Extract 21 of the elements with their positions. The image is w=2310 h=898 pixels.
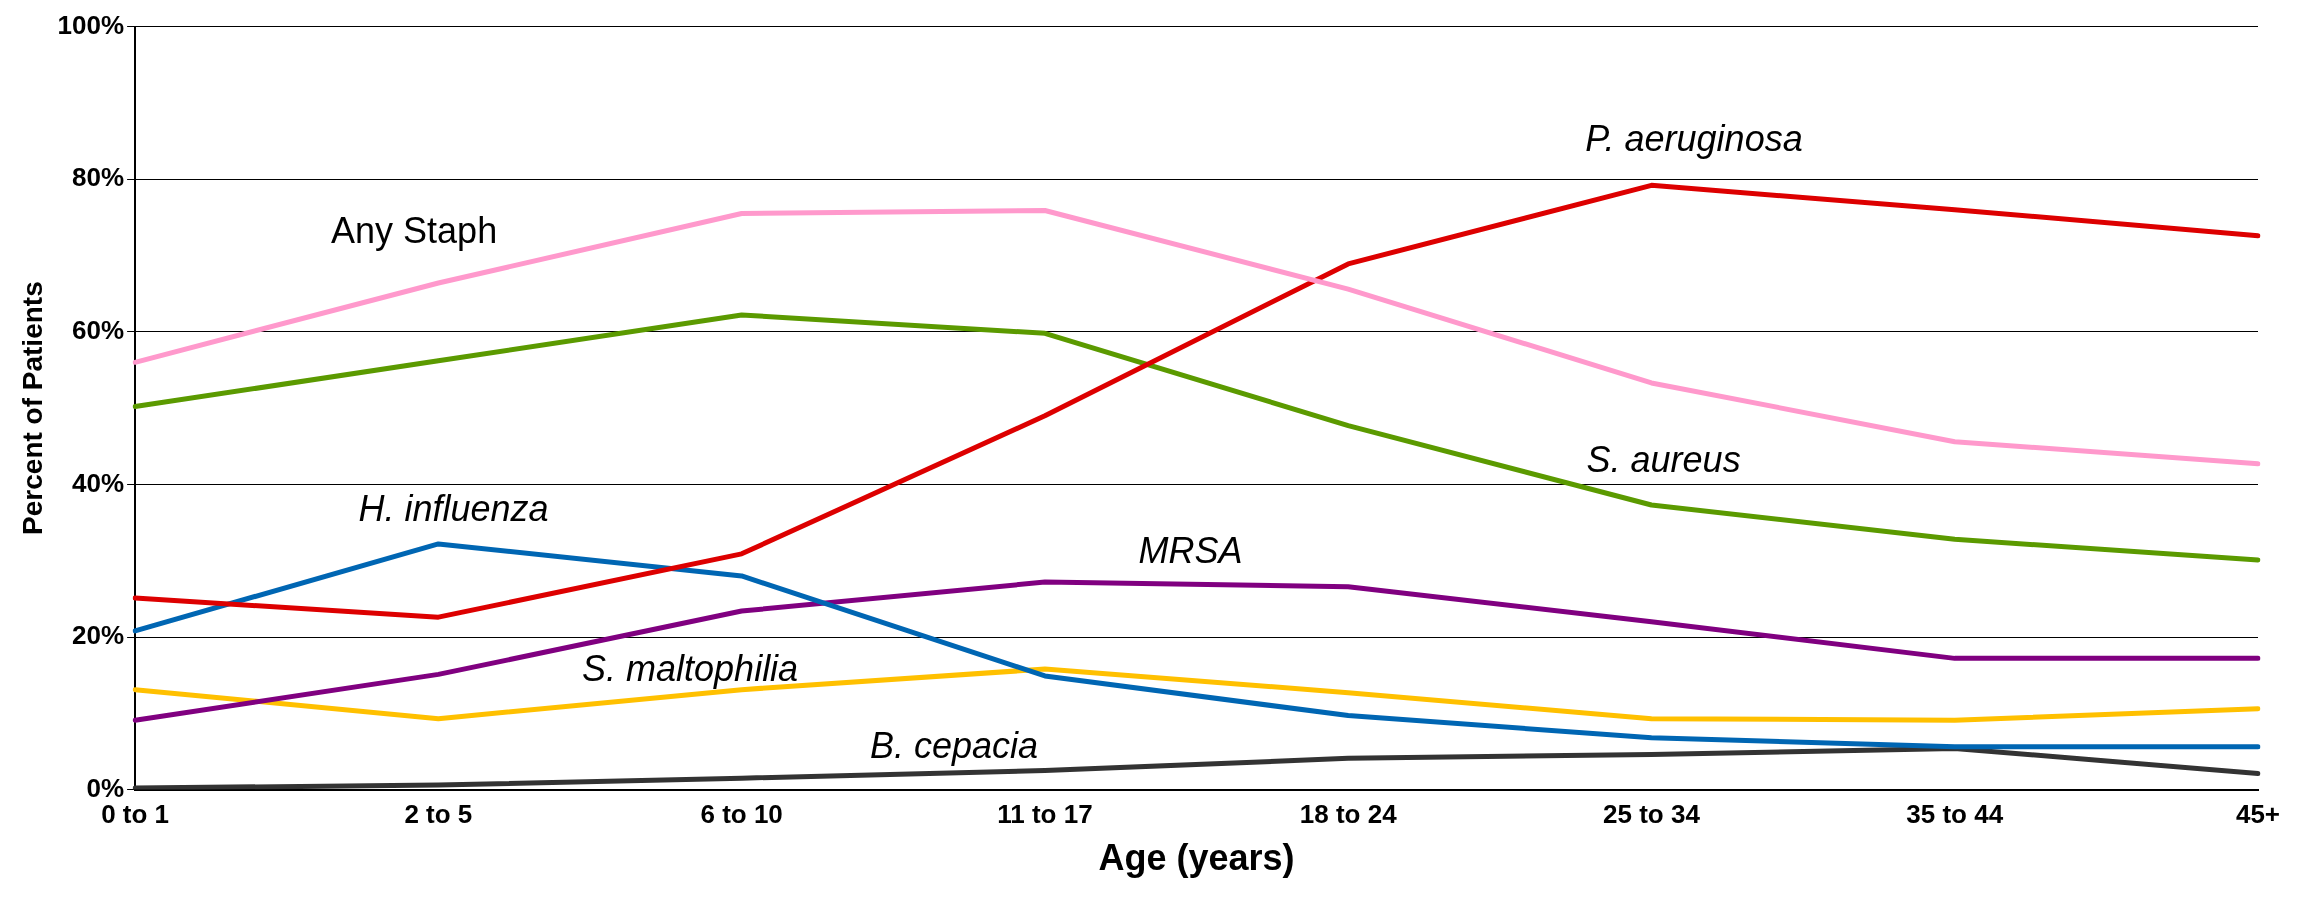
series-label: Any Staph — [331, 209, 498, 251]
x-tick-label: 2 to 5 — [404, 799, 473, 830]
y-tick-label: 80% — [72, 162, 125, 193]
x-axis-title: Age (years) — [1098, 837, 1295, 879]
x-tick-label: 11 to 17 — [997, 799, 1093, 830]
y-tick-label: 60% — [72, 314, 125, 345]
series-label: B. cepacia — [869, 724, 1038, 766]
series-label: S. aureus — [1586, 438, 1741, 480]
series-label: P. aeruginosa — [1585, 118, 1803, 160]
x-tick-label: 6 to 10 — [700, 799, 783, 830]
series-label: MRSA — [1138, 530, 1243, 572]
x-tick-label: 25 to 34 — [1603, 799, 1701, 830]
x-tick-label: 35 to 44 — [1906, 799, 2004, 830]
x-tick-label: 18 to 24 — [1299, 799, 1398, 830]
series-label: H. influenza — [358, 488, 549, 530]
y-axis-title: Percent of Patients — [16, 281, 48, 535]
x-tick-label: 45+ — [2235, 799, 2281, 830]
y-tick-label: 100% — [57, 9, 125, 40]
y-tick-label: 40% — [72, 467, 125, 498]
y-tick-label: 20% — [72, 620, 125, 651]
series-label: S. maltophilia — [582, 648, 799, 690]
